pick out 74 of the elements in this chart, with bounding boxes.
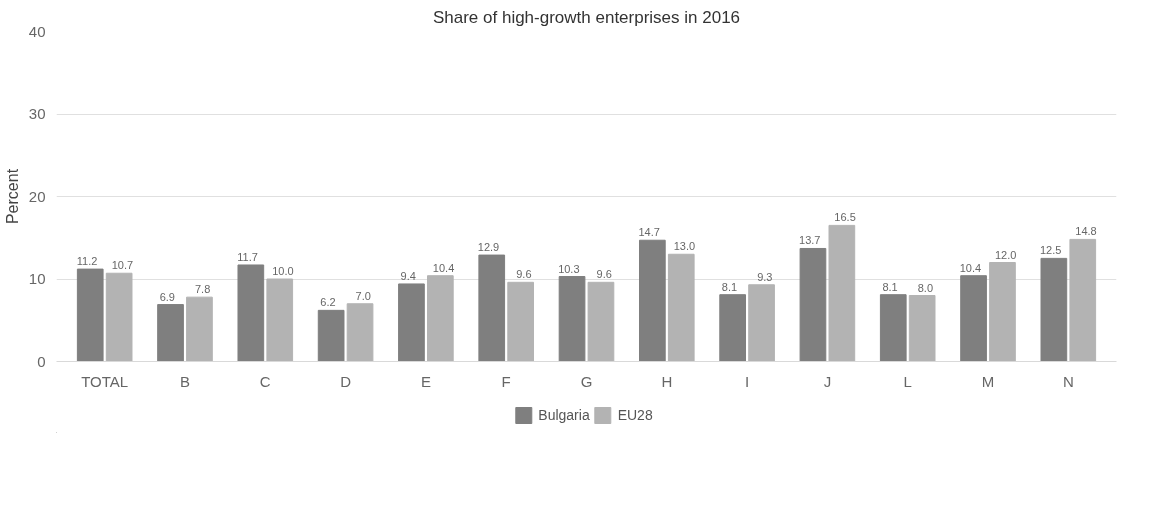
y-tick-label: 10 [28,270,46,287]
data-label: 12.0 [994,248,1017,261]
bar [828,224,856,362]
chart-title: Share of high-growth enterprises in 2016 [432,7,741,27]
x-tick-label: G [580,372,593,390]
bar [478,254,506,362]
bar [667,253,695,362]
data-label: 10.0 [272,265,294,277]
legend-label: Bulgaria [538,406,590,423]
bar [1040,257,1068,362]
data-label: 11.7 [237,250,258,263]
bar [507,281,534,362]
y-tick-label: 20 [28,187,46,205]
x-tick-label: L [903,372,912,390]
data-label: 6.2 [320,296,336,309]
data-label: 10.4 [432,261,455,274]
data-label: 10.3 [558,262,580,275]
bar [639,239,666,362]
x-tick-label: B [179,372,190,390]
bar [879,294,907,362]
data-label: 13.7 [799,234,821,247]
x-tick-label: I [745,372,750,390]
bar [719,294,746,362]
bar [748,284,775,362]
x-tick-label: H [661,372,673,390]
bar [989,262,1016,362]
y-axis-title: Percent [3,168,21,225]
bar [398,283,425,362]
bar [266,278,294,362]
x-tick-label: J [823,372,832,390]
data-label: 14.8 [1075,225,1097,238]
x-tick-label: N [1062,372,1074,390]
bar [558,276,586,362]
data-label: 10.7 [111,259,134,272]
data-label: 12.5 [1039,244,1062,257]
bar [427,275,454,362]
x-tick-label: M [981,372,995,390]
bar [908,295,936,362]
data-label: 11.2 [76,255,98,268]
x-tick-label: TOTAL [81,372,129,390]
bar [105,272,133,362]
bar [317,309,345,362]
x-tick-label: E [420,372,431,390]
y-tick-label: 40 [28,22,46,40]
data-label: 8.1 [721,280,738,293]
bar [960,275,987,362]
bar [1069,238,1097,362]
bar [76,268,104,362]
bar [799,247,827,362]
data-label: 8.1 [882,280,898,293]
data-label: 9.4 [400,269,416,282]
data-label: 9.3 [757,270,773,283]
data-label: 9.6 [516,268,532,281]
data-label: 13.0 [673,240,696,253]
x-tick-label: F [501,372,511,390]
bar [157,304,184,362]
data-label: 7.0 [355,289,371,302]
legend-label: EU28 [617,406,653,423]
x-tick-label: C [259,372,271,390]
data-label: 7.8 [195,283,211,296]
bar [587,281,615,362]
x-tick-label: D [340,372,352,390]
data-label: 14.7 [638,226,660,239]
y-tick-label: 0 [37,352,46,370]
y-tick-label: 30 [28,105,46,122]
bar [186,296,213,362]
data-label: 9.6 [596,268,612,281]
bar [237,264,265,362]
data-label: 12.9 [477,241,500,254]
bar [346,303,374,362]
data-label: 6.9 [159,290,175,303]
data-label: 10.4 [959,261,982,274]
data-label: 8.0 [917,281,934,294]
data-label: 16.5 [834,211,856,224]
